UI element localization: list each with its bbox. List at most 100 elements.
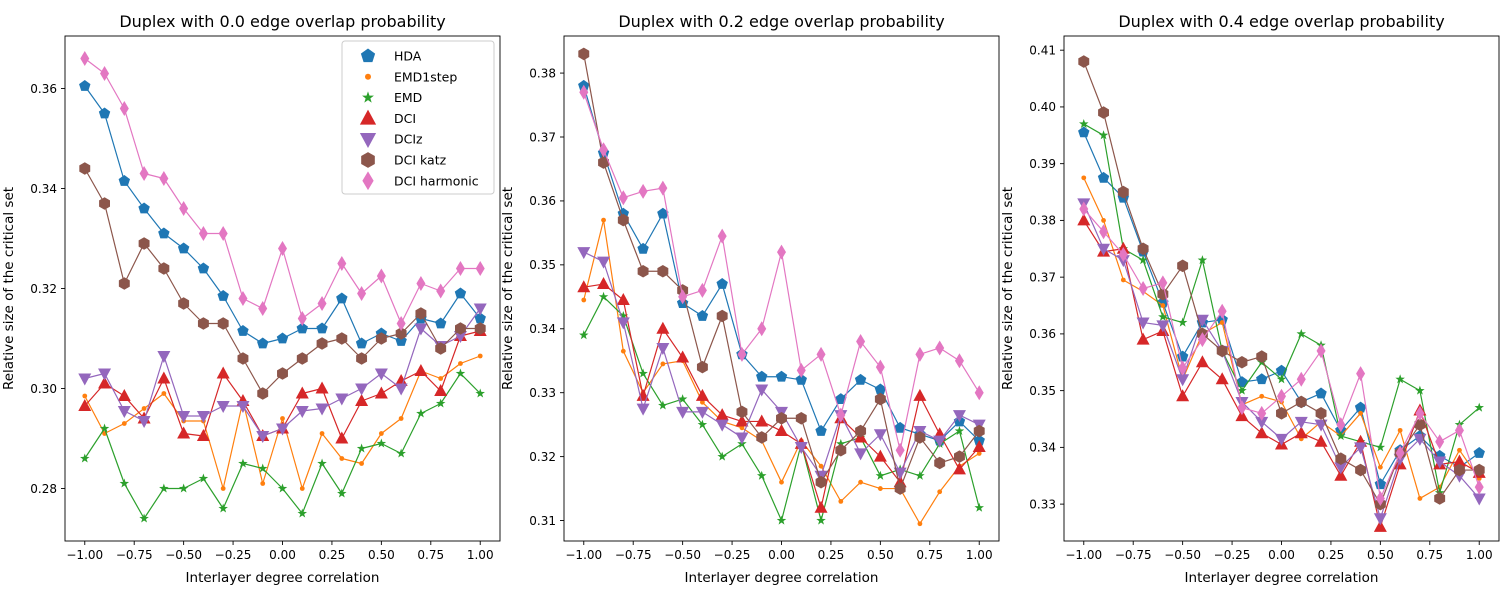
data-point-emd	[1079, 118, 1089, 128]
data-point-dciz	[1294, 416, 1308, 429]
legend-box	[341, 40, 495, 195]
x-tick-label: −0.75	[1115, 548, 1152, 562]
x-tick-label: −0.50	[165, 548, 202, 562]
data-point-dci	[972, 440, 986, 453]
data-point-dci-katz	[257, 387, 269, 400]
chart-title: Duplex with 0.4 edge overlap probability	[1118, 12, 1444, 31]
data-point-hda	[854, 373, 867, 385]
x-tick-label: 1.00	[1466, 548, 1493, 562]
y-tick-label: 0.40	[1029, 100, 1056, 114]
y-tick-label: 0.36	[1029, 327, 1056, 341]
data-point-emd1step	[937, 489, 943, 495]
data-point-dciz	[157, 351, 171, 363]
data-point-emd1step	[700, 399, 705, 405]
data-point-hda	[336, 292, 348, 304]
data-point-hda	[1078, 126, 1090, 138]
data-point-hda	[138, 202, 150, 214]
data-point-hda	[257, 337, 269, 349]
series-line-emd	[84, 372, 481, 520]
data-point-emd1step	[1358, 410, 1363, 416]
data-point-dci	[315, 381, 329, 394]
data-point-dciz	[1136, 317, 1150, 330]
data-point-emd	[218, 503, 228, 513]
data-point-emd	[1415, 385, 1425, 395]
x-tick-label: 0.50	[867, 548, 894, 562]
data-point-dciz	[1433, 456, 1447, 469]
x-tick-label: 1.00	[966, 548, 993, 562]
data-point-dci-harmonic	[974, 385, 984, 401]
data-point-dci-harmonic	[777, 244, 786, 260]
data-point-emd	[974, 502, 984, 512]
data-point-dci-harmonic	[218, 226, 228, 241]
x-tick-label: 0.50	[1367, 548, 1394, 562]
legend-marker-emd	[362, 91, 374, 103]
data-point-dci-harmonic	[717, 228, 727, 244]
data-point-dci-harmonic	[1138, 281, 1148, 296]
data-point-dci	[1215, 372, 1229, 385]
data-point-dci-katz	[415, 307, 427, 320]
y-tick-label: 0.36	[30, 82, 57, 96]
data-point-dci-harmonic	[875, 359, 885, 375]
data-point-emd1step	[917, 521, 923, 527]
data-point-hda	[276, 332, 289, 344]
y-axis-label: Relative size of the critical set	[1, 187, 17, 390]
data-point-dciz	[794, 442, 808, 455]
data-point-emd	[119, 478, 130, 488]
data-point-emd	[1276, 374, 1287, 384]
data-point-emd	[1158, 311, 1168, 321]
legend-label-emd: EMD	[394, 90, 422, 105]
data-point-dci-katz	[973, 424, 985, 438]
data-point-dci-katz	[736, 405, 748, 419]
data-point-dci-harmonic	[658, 180, 668, 196]
plot-area	[78, 51, 487, 523]
data-point-dci-katz	[1295, 395, 1307, 409]
data-point-emd	[875, 470, 886, 480]
data-point-dciz	[597, 256, 611, 269]
data-point-emd1step	[319, 431, 325, 436]
data-point-dciz	[374, 368, 388, 381]
data-point-dci-harmonic	[935, 340, 945, 356]
data-point-dci-katz	[756, 431, 768, 444]
data-point-hda	[158, 227, 170, 239]
data-point-dci-katz	[79, 162, 91, 175]
data-point-dci-katz	[894, 482, 906, 495]
data-point-emd	[416, 408, 426, 418]
data-point-dci	[1136, 332, 1150, 345]
data-point-dci	[735, 414, 749, 427]
data-point-dci-katz	[954, 450, 965, 463]
data-point-hda	[434, 317, 447, 329]
data-point-emd1step	[1081, 175, 1087, 181]
data-point-emd1step	[359, 461, 364, 466]
data-point-dci-katz	[795, 411, 807, 425]
data-point-hda	[1097, 171, 1110, 183]
data-point-emd	[776, 515, 787, 525]
data-point-dci	[597, 277, 611, 290]
x-tick-label: 0.50	[368, 548, 395, 562]
data-point-emd	[1197, 255, 1208, 265]
data-point-dciz	[854, 448, 868, 461]
x-axis-label: Interlayer degree correlation	[1185, 570, 1379, 586]
data-point-hda	[474, 312, 486, 324]
data-point-dci-harmonic	[317, 296, 327, 311]
data-point-emd	[396, 448, 406, 458]
data-point-emd	[317, 458, 327, 468]
x-tick-label: 0.00	[768, 548, 795, 562]
data-point-dci-harmonic	[278, 241, 287, 256]
data-point-dci-harmonic	[238, 291, 248, 306]
data-point-dci-harmonic	[337, 256, 347, 271]
data-point-dci-katz	[578, 47, 590, 61]
data-point-dci-harmonic	[100, 66, 110, 81]
data-point-emd1step	[1417, 496, 1423, 501]
data-point-emd1step	[779, 479, 784, 485]
data-point-dci-harmonic	[1277, 388, 1286, 404]
data-point-dciz	[1314, 419, 1328, 432]
data-point-emd	[816, 515, 826, 525]
data-point-dci	[577, 280, 591, 293]
data-point-emd	[1237, 385, 1247, 395]
data-point-dci	[775, 424, 788, 437]
data-point-emd	[1474, 402, 1484, 412]
data-point-dci-katz	[815, 475, 827, 489]
data-point-dci-harmonic	[1158, 275, 1168, 291]
data-point-emd	[618, 310, 629, 321]
data-point-hda	[454, 287, 467, 299]
